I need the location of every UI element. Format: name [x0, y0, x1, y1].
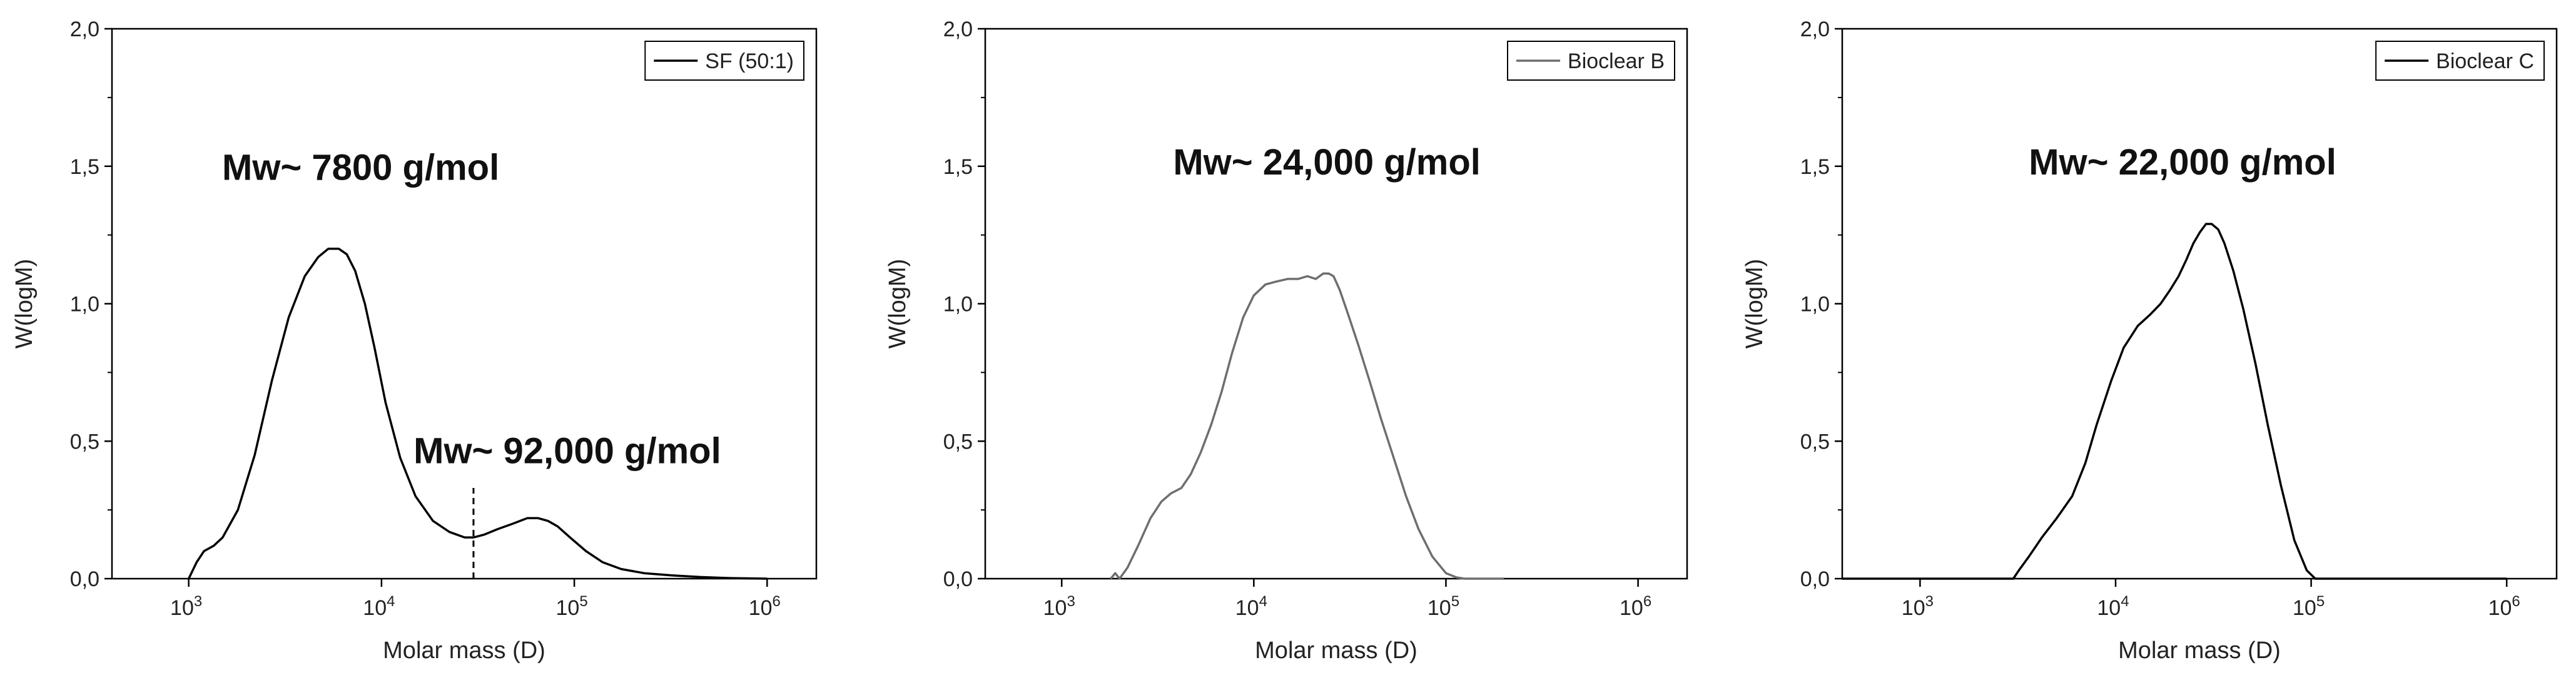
y-axis-title: W(logM): [11, 259, 38, 349]
x-tick-label: 106: [1620, 593, 1651, 620]
x-tick-label: 105: [2293, 593, 2325, 620]
annotation-label: Mw~ 22,000 g/mol: [2029, 142, 2336, 183]
plot-frame: [984, 28, 1688, 580]
chart-panel-1: 0,0 0,5 1,0 1,5 2,0 103 104 105 106 Molar mass (D…: [11, 18, 818, 664]
x-tick-label: 105: [1427, 593, 1459, 620]
annotation-label: Mw~ 92,000 g/mol: [413, 430, 721, 471]
chart-panel-2: 0,0 0,5 1,0 1,5 2,0 103 104 105 106 Molar mass (D…: [885, 18, 1688, 664]
x-tick-label: 103: [170, 593, 202, 620]
y-tick-label: 1,0: [1800, 293, 1830, 317]
legend-label: Bioclear C: [2436, 49, 2534, 73]
y-tick-label: 0,5: [943, 430, 973, 454]
x-tick-label: 104: [363, 593, 395, 620]
x-axis-title: Molar mass (D): [1255, 637, 1417, 664]
x-axis-title: Molar mass (D): [383, 637, 545, 664]
x-tick-label: 106: [749, 593, 781, 620]
x-tick-label: 106: [2488, 593, 2520, 620]
x-axis-title: Molar mass (D): [2118, 637, 2281, 664]
y-tick-label: 0,0: [1800, 567, 1830, 591]
y-tick-label: 1,0: [943, 293, 973, 317]
legend: SF (50:1): [644, 41, 804, 81]
y-tick-label: 0,0: [70, 567, 99, 591]
plot-frame: [111, 28, 818, 580]
x-tick-label: 104: [1235, 593, 1267, 620]
legend-label: Bioclear B: [1568, 49, 1665, 73]
series-line: [188, 247, 768, 580]
y-tick-label: 1,5: [943, 155, 973, 179]
series-line: [1842, 223, 2507, 580]
legend: Bioclear C: [2375, 41, 2545, 81]
y-tick-label: 0,5: [70, 430, 99, 454]
chart-panel-3: 0,0 0,5 1,0 1,5 2,0 103 104 105 106 Molar mass (D…: [1742, 18, 2558, 664]
y-tick-label: 2,0: [943, 18, 973, 41]
legend-label: SF (50:1): [705, 49, 794, 73]
y-tick-label: 2,0: [1800, 18, 1830, 41]
y-axis-title: W(logM): [1742, 259, 1768, 349]
y-tick-label: 1,5: [70, 155, 99, 179]
annotation-label: Mw~ 24,000 g/mol: [1173, 142, 1481, 183]
x-tick-label: 105: [556, 593, 588, 620]
legend: Bioclear B: [1507, 41, 1675, 81]
x-tick-label: 103: [1902, 593, 1934, 620]
x-tick-label: 104: [2097, 593, 2129, 620]
y-axis-title: W(logM): [885, 259, 911, 349]
y-tick-label: 1,5: [1800, 155, 1830, 179]
y-tick-label: 2,0: [70, 18, 99, 41]
plot-frame: [1841, 28, 2558, 580]
y-tick-label: 0,5: [1800, 430, 1830, 454]
x-tick-label: 103: [1043, 593, 1075, 620]
annotation-label: Mw~ 7800 g/mol: [222, 148, 499, 188]
y-tick-label: 0,0: [943, 567, 973, 591]
series-line: [1110, 272, 1504, 580]
y-tick-label: 1,0: [70, 293, 99, 317]
